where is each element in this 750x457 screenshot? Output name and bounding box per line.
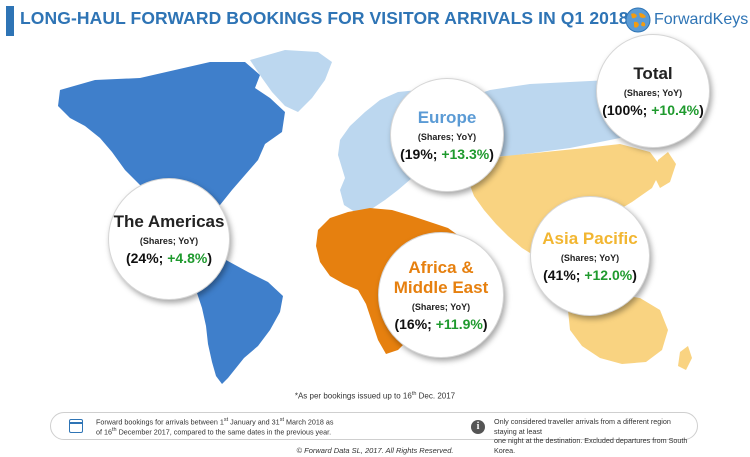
value-close: ) bbox=[482, 315, 488, 332]
scope-note: Only considered traveller arrivals from … bbox=[494, 417, 694, 456]
yoy-change: +4.8% bbox=[167, 249, 208, 266]
globe-icon bbox=[625, 7, 651, 33]
japan-region bbox=[654, 152, 676, 188]
region-name: Europe bbox=[417, 108, 477, 128]
share-value: (41%; bbox=[543, 266, 581, 283]
note-sup: th bbox=[112, 427, 117, 434]
region-value: (100%; +10.4%) bbox=[602, 102, 704, 118]
note-sup: st bbox=[279, 417, 284, 423]
copyright: © Forward Data SL, 2017. All Rights Rese… bbox=[296, 446, 454, 455]
value-close: ) bbox=[632, 266, 637, 283]
info-box: Forward bookings for arrivals between 1s… bbox=[50, 412, 698, 455]
value-close: ) bbox=[489, 145, 494, 162]
region-name: The Americas bbox=[113, 212, 225, 232]
note-text: Only considered traveller arrivals from … bbox=[494, 417, 671, 436]
greenland-region bbox=[250, 50, 332, 112]
logo-text: ForwardKeys bbox=[654, 11, 749, 28]
region-name: Asia Pacific bbox=[542, 229, 638, 249]
yoy-change: +10.4% bbox=[651, 101, 700, 118]
info-icon: i bbox=[471, 420, 485, 434]
share-value: (19%; bbox=[400, 145, 438, 162]
region-name-line2: Middle East bbox=[393, 278, 489, 297]
yoy-change: +13.3% bbox=[441, 145, 490, 162]
africa-middle-east-bubble: Africa & Middle East (Shares; YoY) (16%;… bbox=[378, 232, 504, 358]
note-text: December 2017, compared to the same date… bbox=[116, 427, 332, 437]
value-close: ) bbox=[207, 249, 212, 266]
date-range-note: Forward bookings for arrivals between 1s… bbox=[96, 417, 426, 437]
title-accent-bar bbox=[6, 6, 14, 36]
region-value: (16%; +11.9%) bbox=[394, 316, 487, 332]
region-name: Total bbox=[633, 64, 673, 84]
region-subtitle: (Shares; YoY) bbox=[417, 131, 477, 142]
asia-pacific-bubble: Asia Pacific (Shares; YoY) (41%; +12.0%) bbox=[530, 196, 650, 316]
share-value: (16%; bbox=[394, 315, 432, 332]
page-title: LONG-HAUL FORWARD BOOKINGS FOR VISITOR A… bbox=[20, 8, 636, 28]
forwardkeys-logo: ForwardKeys bbox=[625, 6, 748, 34]
europe-bubble: Europe (Shares; YoY) (19%; +13.3%) bbox=[390, 78, 504, 192]
note-text: of 16 bbox=[96, 427, 112, 437]
new-zealand-region bbox=[678, 346, 692, 370]
region-value: (19%; +13.3%) bbox=[400, 146, 494, 162]
region-subtitle: (Shares; YoY) bbox=[623, 87, 683, 98]
region-subtitle: (Shares; YoY) bbox=[560, 252, 620, 263]
north-america-region bbox=[58, 62, 285, 238]
yoy-change: +12.0% bbox=[584, 266, 633, 283]
note-text: January and 31 bbox=[228, 417, 280, 427]
yoy-change: +11.9% bbox=[435, 315, 483, 332]
region-value: (24%; +4.8%) bbox=[126, 250, 212, 266]
total-bubble: Total (Shares; YoY) (100%; +10.4%) bbox=[596, 34, 710, 148]
region-subtitle: (Shares; YoY) bbox=[139, 235, 199, 246]
share-value: (24%; bbox=[125, 249, 164, 266]
note-text: March 2018 as bbox=[283, 417, 334, 427]
note-sup: st bbox=[223, 417, 229, 423]
region-subtitle: (Shares; YoY) bbox=[411, 301, 471, 312]
americas-bubble: The Americas (Shares; YoY) (24%; +4.8%) bbox=[108, 178, 230, 300]
region-name-line1: Africa & bbox=[408, 258, 474, 278]
footnote: *As per bookings issued up to 16th Dec. … bbox=[0, 391, 750, 401]
footnote-suffix: Dec. 2017 bbox=[416, 391, 456, 401]
value-close: ) bbox=[699, 101, 704, 118]
footnote-sup: th bbox=[411, 391, 417, 397]
share-value: (100%; bbox=[602, 101, 648, 118]
region-value: (41%; +12.0%) bbox=[543, 267, 637, 283]
note-text: Forward bookings for arrivals between 1 bbox=[96, 417, 224, 427]
note-text: one night at the destination. Excluded d… bbox=[494, 436, 688, 456]
footnote-prefix: *As per bookings issued up to 16 bbox=[294, 391, 412, 401]
calendar-icon bbox=[69, 419, 83, 433]
